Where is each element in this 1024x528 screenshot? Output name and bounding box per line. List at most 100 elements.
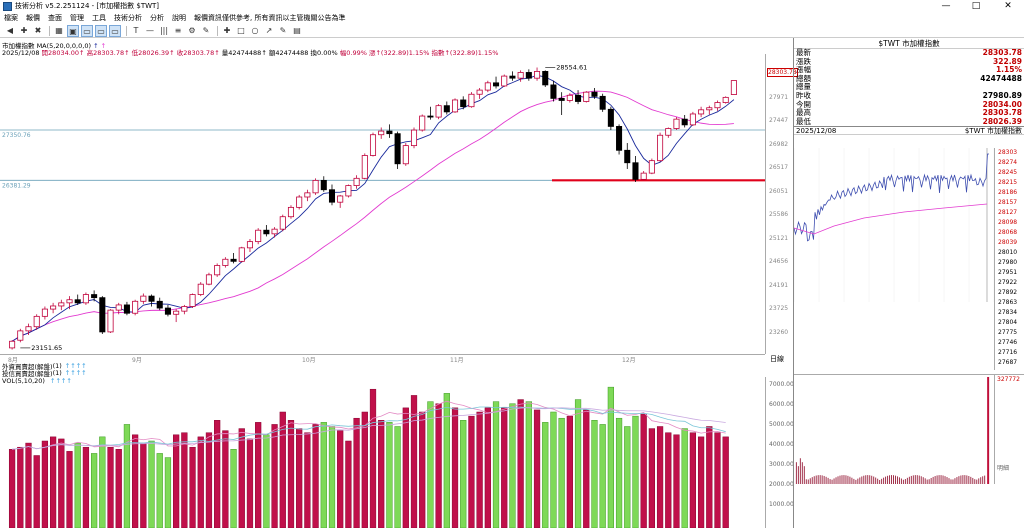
candle[interactable] [156,297,163,311]
candle[interactable] [214,263,221,277]
intraday-chart[interactable] [794,148,994,302]
candle[interactable] [189,293,196,309]
volume-bar[interactable] [17,446,24,528]
volume-bar[interactable] [632,415,639,528]
volume-bar[interactable] [468,415,475,528]
candle[interactable] [164,304,171,317]
candle[interactable] [706,105,713,115]
candle[interactable] [361,153,368,180]
candle[interactable] [132,299,139,316]
menu-manage[interactable]: 管理 [70,14,84,22]
window-icon[interactable]: ▭ [81,24,93,37]
candle[interactable] [205,272,212,286]
volume-bar[interactable] [230,449,237,528]
candle[interactable] [698,106,705,118]
candle[interactable] [616,124,623,155]
back-icon[interactable]: ◀ [6,25,14,35]
list-icon[interactable]: ≡ [174,25,182,35]
candle[interactable] [640,171,647,181]
draw-icon[interactable]: ✎ [279,25,287,35]
volume-bar[interactable] [517,399,524,528]
volume-bar[interactable] [386,422,393,528]
candle[interactable] [558,92,565,116]
volume-bar[interactable] [435,403,442,528]
candle[interactable] [632,156,639,182]
volume-bar[interactable] [189,446,196,528]
volume-bar[interactable] [271,424,278,528]
candle[interactable] [607,106,614,131]
delete-icon[interactable]: ✖ [34,25,42,35]
volume-bar[interactable] [673,434,680,528]
volume-bar[interactable] [460,420,467,528]
volume-bar[interactable] [353,417,360,528]
candle[interactable] [197,282,204,297]
menu-technical[interactable]: 技術分析 [114,14,142,22]
volume-bar[interactable] [533,409,541,528]
candle[interactable] [148,294,155,307]
volume-bar[interactable] [91,453,98,528]
volume-bar[interactable] [558,417,565,528]
maximize-button[interactable]: □ [971,1,981,11]
arrow-icon[interactable]: ↗ [265,25,273,35]
frame-icon[interactable]: ▣ [67,24,79,37]
volume-bar[interactable] [714,432,721,528]
tools-icon[interactable]: ⚙ [188,25,196,35]
menu-help[interactable]: 說明 [172,14,186,22]
candle[interactable] [451,98,459,113]
timeframe-label[interactable]: 日線 [770,355,784,363]
line-icon[interactable]: — [146,25,154,35]
candle[interactable] [230,253,237,264]
volume-bar[interactable] [410,395,418,528]
candle[interactable] [591,88,598,99]
volume-bar[interactable] [689,432,697,528]
volume-bar[interactable] [722,436,729,528]
volume-bar[interactable] [542,422,549,528]
volume-bar[interactable] [246,438,254,528]
volume-bar[interactable] [328,426,336,528]
candle[interactable] [263,225,270,237]
window2-icon[interactable]: ▭ [95,24,107,37]
volume-bar[interactable] [369,388,377,528]
candle[interactable] [378,127,385,139]
volume-bar[interactable] [123,424,131,528]
candle[interactable] [419,114,426,132]
intraday-volume-chart[interactable] [794,374,994,484]
candle[interactable] [345,184,352,198]
candle[interactable] [296,194,303,210]
foreign-net-row[interactable]: 外資買賣超(解盤) (1) ↑↑↑↑ [0,362,793,371]
candle[interactable] [140,293,147,304]
candle[interactable] [181,304,188,315]
candle[interactable] [566,93,573,103]
chart-icon[interactable]: ✚ [223,25,231,35]
candle[interactable] [91,290,98,302]
volume-indicator-label[interactable]: VOL(5,10,20) ↑↑↑↑ [2,377,72,385]
candle[interactable] [33,314,40,330]
volume-bar[interactable] [648,428,655,528]
volume-bar[interactable] [320,422,327,528]
menu-view[interactable]: 查面 [48,14,62,22]
volume-bar[interactable] [115,449,122,528]
volume-bar[interactable] [394,426,401,528]
volume-bar[interactable] [173,434,180,528]
candle[interactable] [394,131,401,169]
volume-bar[interactable] [345,440,352,528]
circle-icon[interactable]: ○ [251,25,259,35]
volume-bar[interactable] [591,420,598,528]
candle[interactable] [74,294,81,305]
candle[interactable] [320,176,327,192]
candle[interactable] [501,74,508,87]
volume-bar[interactable] [255,422,262,528]
candle[interactable] [279,214,286,232]
candle[interactable] [328,184,336,206]
candle[interactable] [337,194,344,208]
volume-bar[interactable] [665,432,672,528]
trust-net-row[interactable]: 投信買賣超(解盤) (1) ↑↑↑↑ [0,369,793,378]
volume-bar[interactable] [140,442,147,528]
candle[interactable] [99,296,106,334]
candle[interactable] [427,106,434,120]
volume-bar[interactable] [525,401,532,528]
candle[interactable] [312,178,319,195]
candle[interactable] [66,296,73,310]
menu-quote[interactable]: 報價 [26,14,40,22]
volume-bar[interactable] [484,407,491,528]
